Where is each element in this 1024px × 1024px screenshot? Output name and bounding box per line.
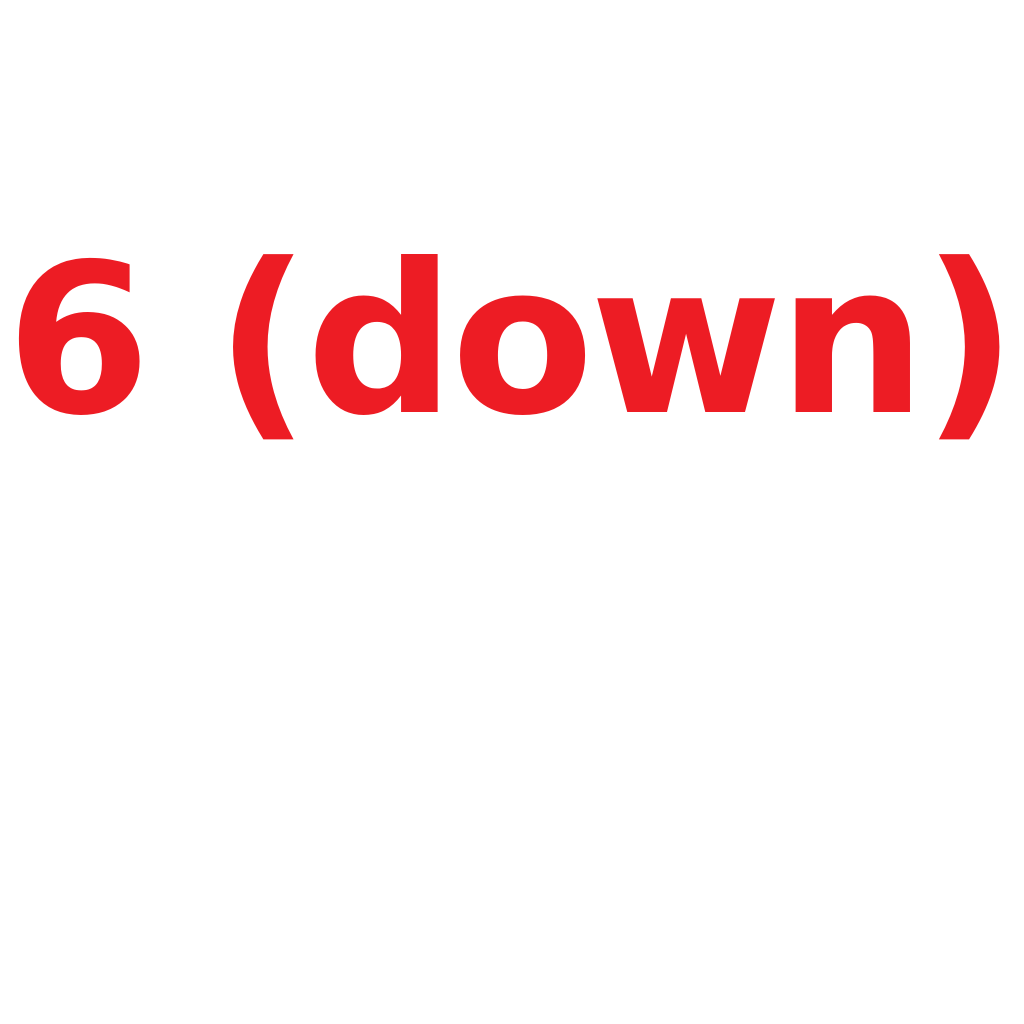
- main-label: 6 (down): [6, 220, 1017, 462]
